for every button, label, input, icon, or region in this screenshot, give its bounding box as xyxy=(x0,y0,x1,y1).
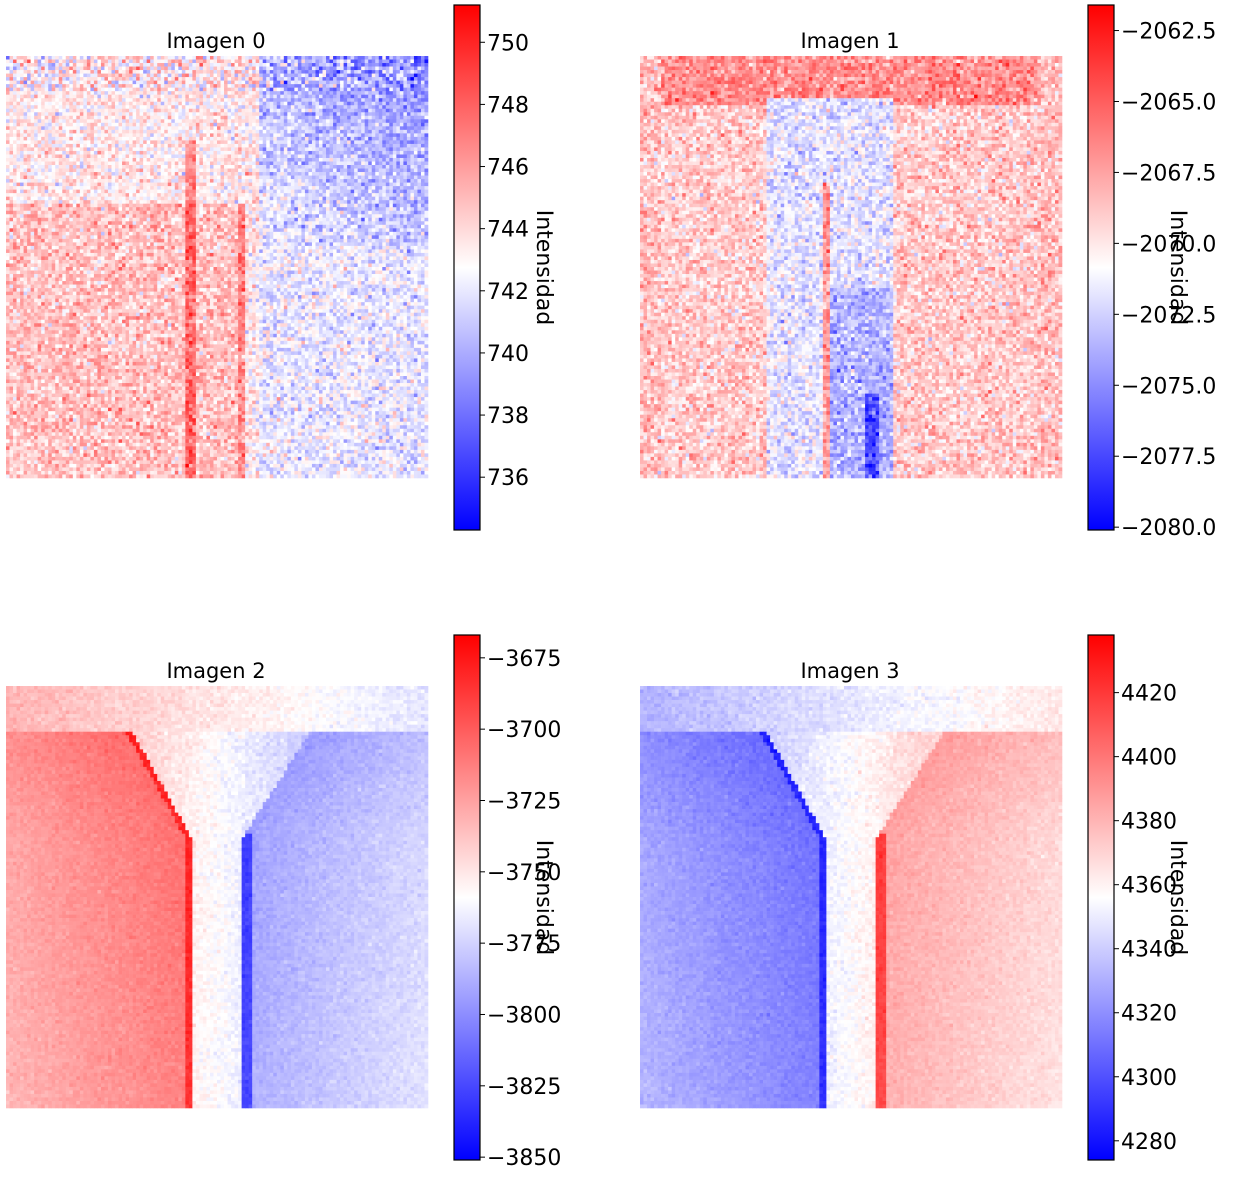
colorbar-tick-label-2-6: −3700 xyxy=(487,718,561,743)
colorbar-tick-label-2-0: −3850 xyxy=(487,1146,561,1171)
panel-title-3: Imagen 3 xyxy=(800,659,899,683)
colorbar-tick-label-1-0: −2080.0 xyxy=(1121,516,1216,541)
colorbar-tick-label-1-2: −2075.0 xyxy=(1121,374,1216,399)
colorbar-tick-label-2-1: −3825 xyxy=(487,1075,561,1100)
colorbar-tick-label-1-7: −2062.5 xyxy=(1121,20,1216,45)
colorbar-tick-label-0-4: 744 xyxy=(487,218,529,243)
colorbar-label-2: Intensidad xyxy=(531,840,556,956)
colorbar-tick-label-2-7: −3675 xyxy=(487,647,561,672)
colorbar-2 xyxy=(454,635,480,1160)
colorbar-label-1: Intensidad xyxy=(1165,210,1190,326)
colorbar-label-0: Intensidad xyxy=(531,210,556,326)
colorbar-0 xyxy=(454,5,480,530)
colorbar-tick-label-3-5: 4380 xyxy=(1121,810,1177,835)
heatmap-image-3 xyxy=(640,686,1062,1108)
colorbar-3 xyxy=(1088,635,1114,1160)
heatmap-image-2 xyxy=(6,686,428,1108)
colorbar-tick-label-0-6: 748 xyxy=(487,93,529,118)
colorbar-tick-label-1-5: −2067.5 xyxy=(1121,161,1216,186)
heatmap-image-0 xyxy=(6,56,428,478)
colorbar-tick-label-0-3: 742 xyxy=(487,280,529,305)
colorbar-1 xyxy=(1088,5,1114,530)
colorbar-tick-label-0-5: 746 xyxy=(487,156,529,181)
colorbar-tick-label-3-2: 4320 xyxy=(1121,1002,1177,1027)
panel-title-1: Imagen 1 xyxy=(800,29,899,53)
heatmap-image-1 xyxy=(640,56,1062,478)
colorbar-tick-label-0-7: 750 xyxy=(487,31,529,56)
colorbar-tick-label-3-7: 4420 xyxy=(1121,682,1177,707)
colorbar-tick-label-0-1: 738 xyxy=(487,404,529,429)
colorbar-tick-label-3-0: 4280 xyxy=(1121,1130,1177,1155)
panel-title-2: Imagen 2 xyxy=(166,659,265,683)
colorbar-label-3: Intensidad xyxy=(1165,840,1190,956)
colorbar-tick-label-0-2: 740 xyxy=(487,342,529,367)
colorbar-tick-label-3-1: 4300 xyxy=(1121,1066,1177,1091)
colorbar-tick-label-1-1: −2077.5 xyxy=(1121,445,1216,470)
colorbar-tick-label-2-5: −3725 xyxy=(487,789,561,814)
colorbar-tick-label-2-2: −3800 xyxy=(487,1003,561,1028)
colorbar-tick-label-3-6: 4400 xyxy=(1121,746,1177,771)
colorbar-tick-label-0-0: 736 xyxy=(487,466,529,491)
colorbar-tick-label-1-6: −2065.0 xyxy=(1121,90,1216,115)
panel-title-0: Imagen 0 xyxy=(166,29,265,53)
